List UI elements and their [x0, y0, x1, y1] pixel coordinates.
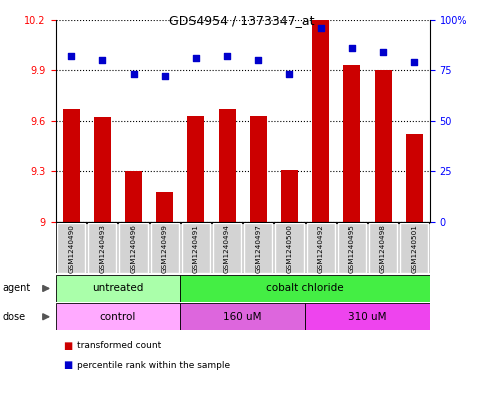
Bar — [56, 275, 180, 302]
Point — [161, 73, 169, 79]
Point — [99, 57, 106, 63]
Bar — [151, 223, 179, 273]
Point — [379, 49, 387, 55]
Bar — [119, 223, 148, 273]
Point — [129, 71, 137, 77]
Bar — [400, 223, 428, 273]
Point — [317, 25, 325, 31]
Bar — [180, 303, 305, 330]
Bar — [57, 223, 85, 273]
Text: control: control — [100, 312, 136, 322]
Bar — [338, 223, 366, 273]
Point — [192, 55, 200, 61]
Text: GSM1240495: GSM1240495 — [349, 224, 355, 273]
Bar — [156, 192, 173, 222]
Text: GDS4954 / 1373347_at: GDS4954 / 1373347_at — [169, 14, 314, 27]
Text: GSM1240496: GSM1240496 — [130, 224, 137, 273]
Text: GSM1240491: GSM1240491 — [193, 224, 199, 273]
Bar — [343, 65, 360, 222]
Bar — [182, 223, 210, 273]
Text: 310 uM: 310 uM — [348, 312, 387, 322]
Bar — [218, 109, 236, 222]
Bar — [94, 118, 111, 222]
Point — [67, 53, 75, 59]
Text: GSM1240497: GSM1240497 — [256, 224, 261, 273]
Text: agent: agent — [2, 283, 30, 294]
Text: GSM1240500: GSM1240500 — [286, 224, 293, 273]
Text: untreated: untreated — [92, 283, 143, 294]
Point — [255, 57, 262, 63]
Bar — [369, 223, 397, 273]
Text: transformed count: transformed count — [77, 342, 161, 350]
Bar — [281, 170, 298, 222]
Text: ■: ■ — [63, 341, 72, 351]
Text: GSM1240493: GSM1240493 — [99, 224, 105, 273]
Bar — [250, 116, 267, 222]
Text: GSM1240490: GSM1240490 — [68, 224, 74, 273]
Bar — [312, 20, 329, 222]
Text: dose: dose — [2, 312, 26, 322]
Point — [223, 53, 231, 59]
Text: cobalt chloride: cobalt chloride — [266, 283, 344, 294]
Bar — [307, 223, 335, 273]
Bar — [406, 134, 423, 222]
Bar — [275, 223, 303, 273]
Point — [285, 71, 293, 77]
Point — [348, 45, 356, 51]
Bar — [374, 70, 392, 222]
Text: GSM1240501: GSM1240501 — [411, 224, 417, 273]
Point — [411, 59, 418, 65]
Text: GSM1240494: GSM1240494 — [224, 224, 230, 273]
Text: GSM1240498: GSM1240498 — [380, 224, 386, 273]
Text: GSM1240499: GSM1240499 — [162, 224, 168, 273]
Text: GSM1240492: GSM1240492 — [318, 224, 324, 273]
Bar — [125, 171, 142, 222]
Bar — [187, 116, 204, 222]
Bar — [56, 303, 180, 330]
Bar — [305, 303, 430, 330]
Bar — [244, 223, 272, 273]
Bar — [88, 223, 116, 273]
Text: ■: ■ — [63, 360, 72, 371]
Bar — [213, 223, 241, 273]
Bar — [180, 275, 430, 302]
Bar — [63, 109, 80, 222]
Text: 160 uM: 160 uM — [224, 312, 262, 322]
Text: percentile rank within the sample: percentile rank within the sample — [77, 361, 230, 370]
